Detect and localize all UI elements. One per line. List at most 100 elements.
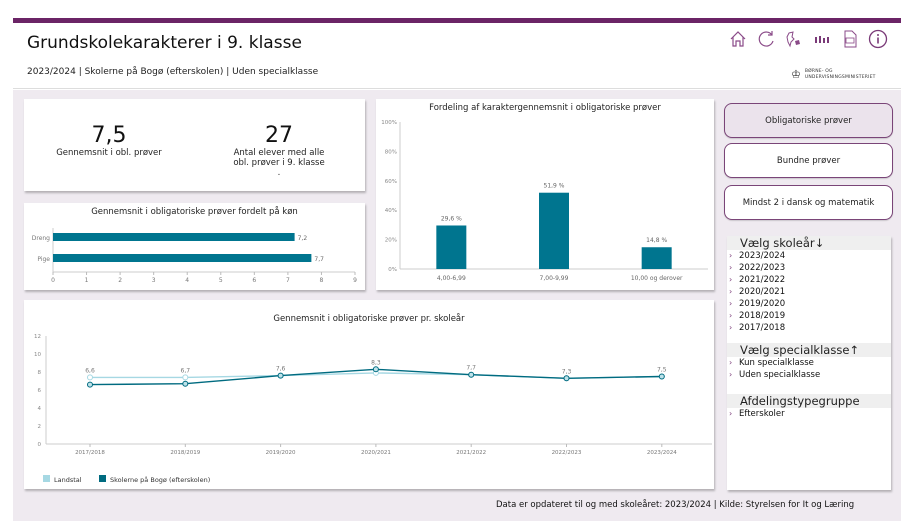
bar-chart-icon[interactable]: [812, 29, 832, 49]
ministry-logo: ♔ BØRNE- OG UNDERVISNINGSMINISTERIET: [791, 68, 876, 81]
y-tick-label: 10: [34, 352, 41, 358]
x-tick-label: 1: [85, 277, 89, 284]
data-label: 8,3: [371, 359, 381, 366]
landstal-point: [87, 374, 93, 381]
legend-label-school: Skolerne på Bogø (efterskolen): [110, 475, 210, 484]
x-tick-label: 2020/2021: [361, 450, 391, 456]
trend-chart: 0 2 4 6 8 10 12 2017/2018 2018/2019 2019/2020 2020…: [34, 334, 712, 484]
logo-line1: BØRNE- OG: [804, 68, 833, 74]
year-slicer-title[interactable]: Vælg skoleår↓: [727, 236, 891, 250]
y-tick-label: 8: [38, 370, 42, 376]
trend-chart-card: Gennemsnit i obligatoriske prøver pr. sk…: [24, 300, 714, 489]
x-tick-label: 4,00-6,99: [437, 275, 466, 282]
y-tick-label: 60%: [385, 179, 397, 185]
refresh-icon[interactable]: [756, 29, 776, 49]
year-item[interactable]: › 2018/2019: [727, 310, 891, 322]
year-item-label: 2023/2024: [739, 251, 786, 261]
data-label: 7,5: [657, 367, 667, 374]
kpi-average: 7,5 Gennemsnit i obl. prøver: [34, 123, 184, 158]
bundne-button[interactable]: Bundne prøver: [724, 143, 893, 178]
legend-swatch-school: [99, 475, 106, 482]
x-tick-label: 8: [320, 277, 324, 284]
y-tick-label: 6: [38, 388, 42, 394]
special-slicer-title[interactable]: Vælg specialklasse↑: [727, 343, 891, 357]
x-tick-label: 6: [252, 277, 256, 284]
y-tick-label: 12: [34, 334, 41, 340]
x-tick-label: 10,00 og derover: [631, 275, 683, 282]
chevron-right-icon: ›: [729, 299, 733, 308]
year-item-label: 2022/2023: [739, 263, 786, 273]
y-tick-label: 80%: [385, 149, 397, 155]
kpi-students-label-1: Antal elever med alle: [233, 148, 325, 158]
page-title: Grundskolekarakterer i 9. klasse: [27, 33, 302, 53]
x-tick-label: 2022/2023: [552, 450, 582, 456]
kpi-average-value: 7,5: [91, 123, 127, 148]
data-label: 7,6: [276, 366, 286, 373]
data-label: 51,9 %: [544, 183, 565, 190]
logo-line2: UNDERVISNINGSMINISTERIET: [804, 74, 876, 80]
school-point: [658, 373, 665, 380]
data-label: 29,6 %: [441, 215, 462, 222]
y-tick-label: 0%: [388, 267, 397, 273]
year-item-label: 2020/2021: [739, 287, 786, 297]
pdf-icon[interactable]: [840, 29, 860, 49]
data-label: 6,7: [181, 367, 191, 374]
kpi-students-label-3: .: [277, 168, 281, 178]
x-tick-label: 4: [185, 277, 189, 284]
chevron-right-icon: ›: [729, 409, 733, 418]
special-item-label: Uden specialklasse: [739, 370, 821, 380]
data-label: 7,2: [298, 235, 308, 242]
legend-swatch-landstal: [43, 475, 50, 482]
afdeling-item-label: Efterskoler: [739, 409, 785, 419]
year-item-label: 2021/2022: [739, 275, 786, 285]
category-label: Pige: [37, 256, 50, 263]
obligatoriske-button[interactable]: Obligatoriske prøver: [724, 103, 893, 138]
denmark-map-icon[interactable]: [784, 29, 804, 49]
school-point: [468, 371, 475, 378]
kpi-students-value: 27: [265, 123, 293, 148]
bar: [641, 247, 672, 269]
y-tick-label: 2: [38, 424, 42, 430]
distribution-chart-title: Fordeling af karaktergennemsnit i obliga…: [429, 103, 661, 113]
year-item[interactable]: › 2023/2024: [727, 250, 891, 262]
y-tick-label: 100%: [381, 120, 397, 126]
chevron-right-icon: ›: [729, 251, 733, 260]
crown-icon: ♔: [791, 68, 801, 81]
bar: [436, 225, 467, 269]
data-label: 14,8 %: [646, 237, 667, 244]
filter-panel: Vælg skoleår↓ › 2023/2024 › 2022/2023 › 2021/…: [727, 236, 891, 490]
y-tick-label: 20%: [385, 238, 397, 244]
year-item[interactable]: › 2017/2018: [727, 322, 891, 334]
trend-chart-title: Gennemsnit i obligatoriske prøver pr. sk…: [273, 314, 465, 324]
x-tick-label: 0: [51, 277, 55, 284]
special-item[interactable]: › Uden specialklasse: [727, 369, 891, 381]
year-item-label: 2018/2019: [739, 311, 786, 321]
year-item[interactable]: › 2021/2022: [727, 274, 891, 286]
y-tick-label: 40%: [385, 208, 397, 214]
x-tick-label: 2: [118, 277, 122, 284]
special-item-label: Kun specialklasse: [739, 358, 814, 368]
chevron-right-icon: ›: [729, 358, 733, 367]
info-icon[interactable]: [868, 29, 888, 49]
page-subtitle: 2023/2024 | Skolerne på Bogø (efterskole…: [27, 67, 319, 77]
year-item[interactable]: › 2022/2023: [727, 262, 891, 274]
year-item-label: 2019/2020: [739, 299, 786, 309]
mindst2-button[interactable]: Mindst 2 i dansk og matematik: [724, 185, 893, 220]
x-tick-label: 2017/2018: [75, 450, 105, 456]
x-tick-label: 2018/2019: [170, 450, 200, 456]
data-label: 7,7: [314, 256, 324, 263]
home-icon[interactable]: [728, 29, 748, 49]
bar: [53, 233, 295, 241]
year-item[interactable]: › 2019/2020: [727, 298, 891, 310]
year-item[interactable]: › 2020/2021: [727, 286, 891, 298]
x-tick-label: 7,00-9,99: [540, 275, 569, 282]
chevron-right-icon: ›: [729, 275, 733, 284]
accent-bar: [13, 18, 901, 23]
afdeling-item[interactable]: › Efterskoler: [727, 408, 891, 420]
chevron-right-icon: ›: [729, 263, 733, 272]
kpi-card: 7,5 Gennemsnit i obl. prøver 27 Antal el…: [24, 99, 365, 191]
x-tick-label: 5: [219, 277, 223, 284]
gender-chart: 0 1 2 3 4 5 6 7 8 9 Dreng 7,2 Pige 7,7: [32, 228, 357, 284]
special-item[interactable]: › Kun specialklasse: [727, 357, 891, 369]
y-tick-label: 4: [38, 406, 42, 412]
